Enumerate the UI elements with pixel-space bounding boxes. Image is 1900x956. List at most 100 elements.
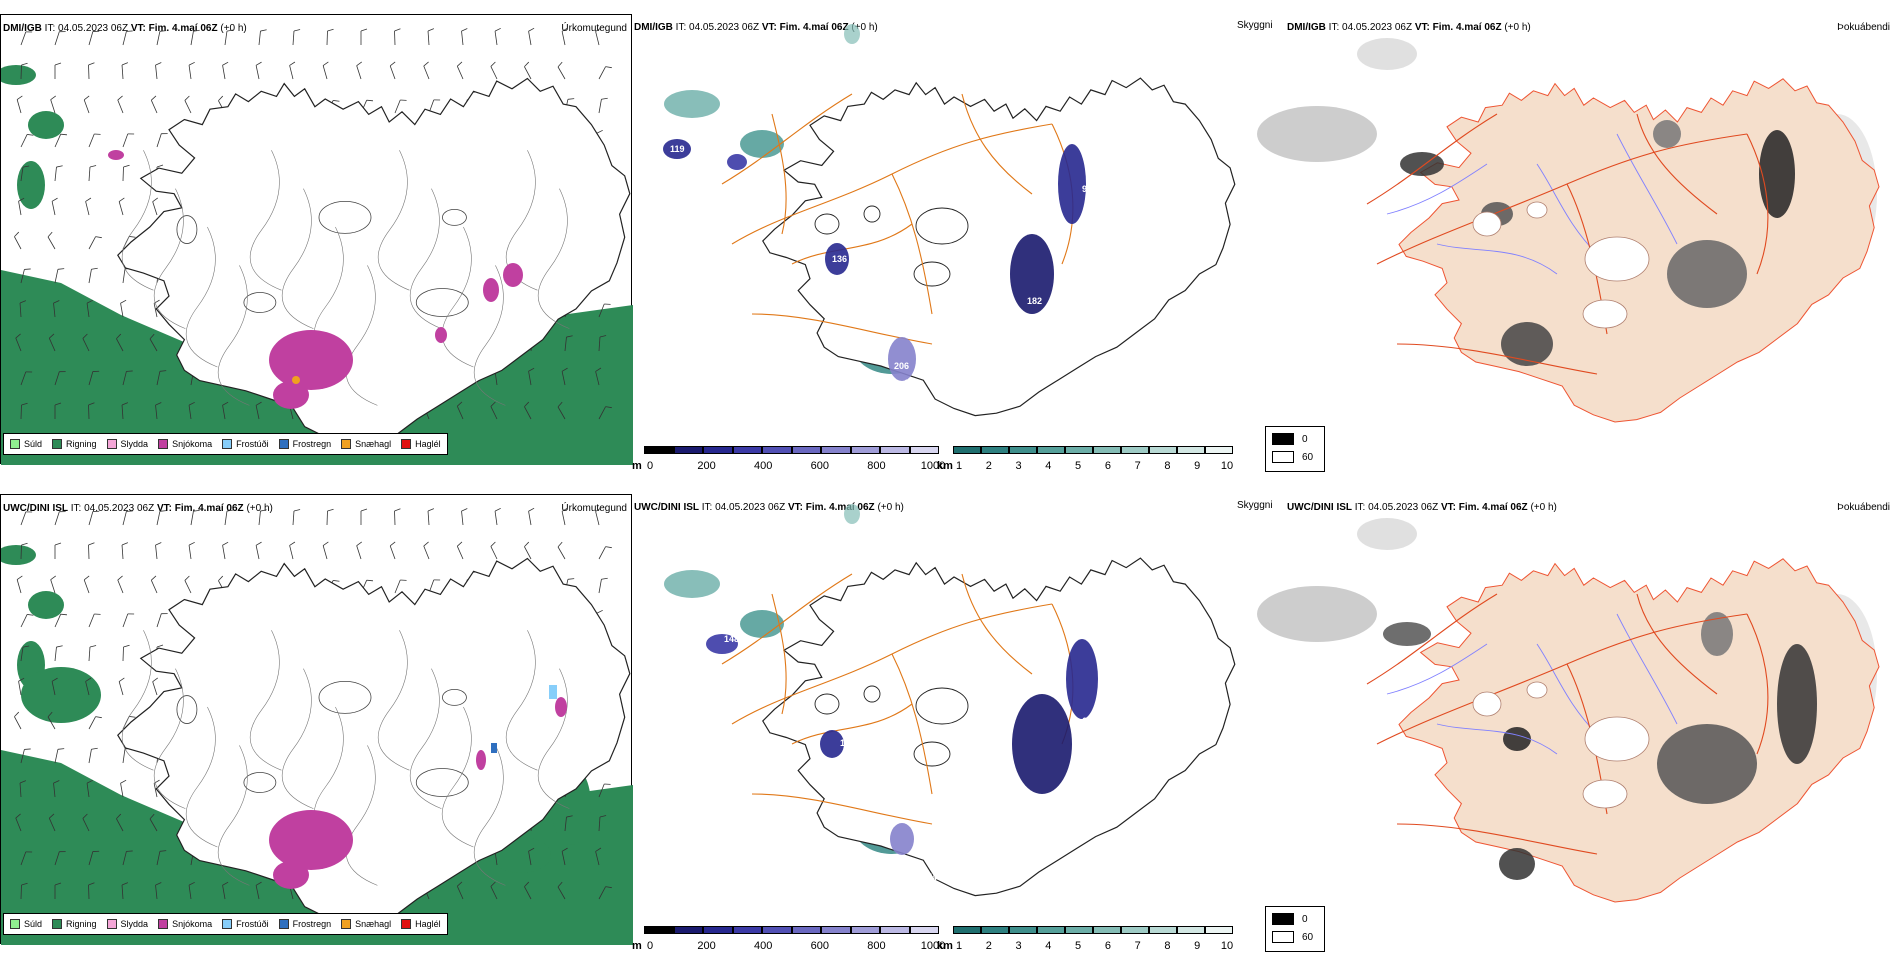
wind-barb (50, 576, 61, 593)
cloud-base-value: 124 (1027, 806, 1042, 816)
legend-label: Slydda (121, 919, 149, 929)
rain-patch (1, 65, 36, 85)
wind-barb (184, 96, 196, 113)
fog-indicator-panel: Skyggni DMI/IGB IT: 04.05.2023 06Z VT: F… (1237, 14, 1900, 464)
colorbar-segment (910, 446, 940, 454)
wind-barb (55, 747, 64, 764)
legend-item: Snæhagl (341, 919, 391, 929)
cloud-base-value: 274 (922, 872, 937, 882)
cloud-base-patch (727, 154, 747, 170)
wind-barb (394, 29, 401, 45)
colorbar-segment (1037, 446, 1065, 454)
fog-area (1499, 848, 1535, 880)
wind-barb (89, 645, 96, 661)
wind-barb (289, 542, 299, 559)
colorbar-tick: 3 (1015, 940, 1021, 952)
wind-barb (562, 508, 571, 525)
snow-area (555, 697, 567, 717)
wind-barb (13, 232, 26, 249)
cloud-base-patch (1066, 639, 1098, 719)
wind-barb (123, 612, 134, 629)
legend-swatch (10, 919, 20, 929)
fog-legend-min: 0 (1302, 434, 1308, 445)
wind-barb (461, 28, 469, 45)
cloud-base-value: 148 (724, 634, 739, 644)
wind-barb (423, 542, 435, 559)
wind-barb (562, 28, 571, 45)
wind-barb (390, 542, 401, 559)
wind-barb (55, 543, 61, 559)
wind-barb (152, 678, 163, 695)
visibility-patch (664, 570, 720, 598)
legend-swatch (52, 919, 62, 929)
colorbar-segment (792, 926, 822, 934)
wind-barb (225, 29, 233, 46)
wind-barb (289, 62, 299, 79)
legend-swatch (222, 439, 232, 449)
fog-legend-max: 60 (1302, 452, 1313, 463)
colorbar-tick: 9 (1194, 940, 1200, 952)
fog-sea (1257, 586, 1377, 642)
colorbar-tick: 2 (986, 460, 992, 472)
wind-barb (21, 133, 33, 150)
wind-barb (256, 542, 265, 559)
wind-barb (394, 509, 401, 525)
cloud-base-value: 136 (832, 254, 847, 264)
legend-label: Frostregn (293, 919, 332, 929)
legend-label: Frostúði (236, 439, 269, 449)
colorbar-segment (880, 926, 910, 934)
colorbar-segment (1009, 926, 1037, 934)
legend-item: Frostúði (222, 439, 269, 449)
wind-barb (390, 62, 401, 79)
colorbar-tick: 0 (647, 940, 653, 952)
wind-barb (47, 232, 60, 249)
colorbar-segment (821, 446, 851, 454)
cloud-base-panel: UWC/DINI ISL IT: 04.05.2023 06Z VT: Fim.… (632, 494, 1237, 944)
cloud-base-value: 57 (750, 166, 760, 176)
cloud-base-value: 116 (1077, 256, 1092, 266)
wind-barb (123, 29, 133, 46)
wind-barb (119, 198, 129, 215)
wind-barb (189, 542, 197, 559)
legend-swatch (341, 919, 351, 929)
visibility-patch (664, 90, 720, 118)
cloud-base-patch (1012, 694, 1072, 794)
wind-barb (84, 576, 95, 593)
colorbar-unit: m (632, 460, 642, 472)
legend-swatch (401, 439, 411, 449)
cloud-base-value: 182 (1027, 296, 1042, 306)
wind-barb (323, 542, 333, 559)
legend-label: Frostregn (293, 439, 332, 449)
wind-barb (150, 576, 162, 593)
wind-barb (122, 543, 129, 559)
visibility-patch (844, 504, 860, 524)
wind-barb (428, 29, 435, 45)
colorbar-tick: 400 (754, 940, 772, 952)
wind-barb (189, 62, 197, 79)
colorbar-tick: 400 (754, 460, 772, 472)
wind-barb (155, 62, 163, 79)
colorbar-tick: 6 (1105, 940, 1111, 952)
wind-barb (495, 508, 503, 525)
colorbar-segment (1065, 926, 1093, 934)
colorbar-segment (953, 446, 981, 454)
forecast-row-1: DMI/IGB IT: 04.05.2023 06Z VT: Fim. 4.ma… (0, 14, 1900, 464)
colorbar-tick: 6 (1105, 460, 1111, 472)
wind-barb (191, 29, 200, 46)
fog-area (1383, 622, 1431, 646)
colorbar-tick: 600 (811, 460, 829, 472)
cloud-base-value: 285 (922, 842, 937, 852)
wind-barb (117, 576, 129, 593)
wind-barb (55, 510, 66, 527)
colorbar-segment (981, 446, 1009, 454)
wind-barb (293, 29, 300, 45)
cloud-base-value: 123 (1052, 286, 1067, 296)
colorbar-tick: 8 (1164, 460, 1170, 472)
glacier (1585, 237, 1649, 281)
wind-barb (191, 509, 200, 526)
wind-barb (88, 63, 95, 79)
wind-barb (120, 780, 129, 797)
